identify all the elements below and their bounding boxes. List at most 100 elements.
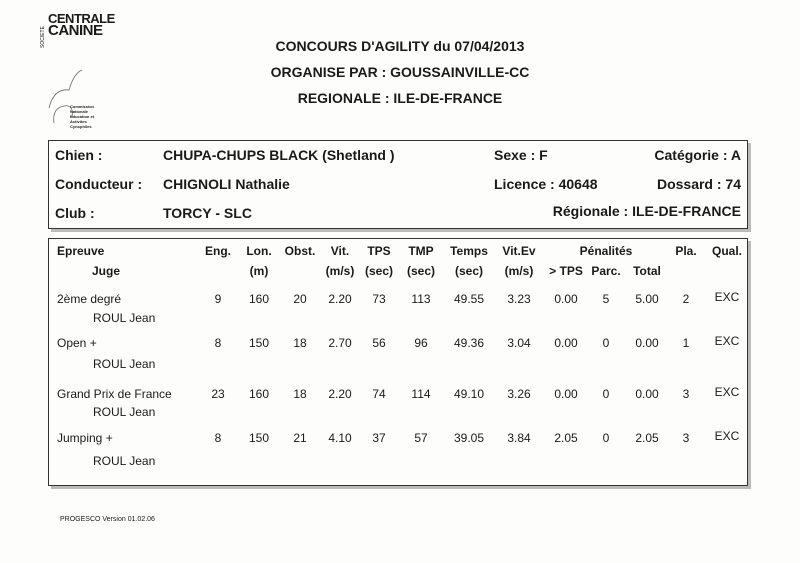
header-eng: Eng. [205, 244, 231, 258]
header-penalites: Pénalités [579, 244, 633, 258]
header-tmp-unit: (sec) [406, 264, 436, 278]
cell-pen_tps: 0.00 [554, 336, 578, 350]
cell-tmp: 114 [411, 387, 431, 401]
header-organiser: ORGANISE PAR : GOUSSAINVILLE-CC [270, 64, 530, 80]
header-pla: Pla. [675, 244, 697, 258]
cell-pla: 1 [682, 336, 690, 350]
header-vitev: Vit.Ev [502, 244, 536, 258]
cell-vitev: 3.84 [507, 431, 531, 445]
cell-pen_parc: 0 [602, 336, 610, 350]
cell-lon: 160 [248, 387, 270, 401]
licence: Licence : 40648 [494, 176, 598, 192]
header-qual: Qual. [711, 244, 743, 258]
cell-tmp: 113 [411, 292, 431, 306]
cell-vit: 4.10 [328, 431, 352, 445]
cell-pla: 3 [682, 431, 690, 445]
header-tps: TPS [367, 244, 391, 258]
cell-obst: 21 [293, 431, 307, 445]
cell-obst: 18 [293, 387, 307, 401]
header-tps-unit: (sec) [364, 264, 394, 278]
cell-qual: EXC [714, 385, 740, 399]
logo-bottom: CANINE [48, 22, 103, 39]
header-lon-unit: (m) [249, 264, 269, 278]
cell-tps: 73 [372, 292, 386, 306]
sexe: Sexe : F [494, 147, 548, 163]
cell-tps: 56 [372, 336, 386, 350]
club-value: TORCY - SLC [163, 205, 252, 221]
header-temps-unit: (sec) [454, 264, 484, 278]
cell-temps: 39.05 [453, 431, 485, 445]
cell-lon: 160 [248, 292, 270, 306]
cell-tps: 37 [372, 431, 386, 445]
cell-pla: 3 [682, 387, 690, 401]
header-pen_parc: Parc. [591, 264, 621, 278]
cell-juge: ROUL Jean [93, 311, 156, 325]
cell-lon: 150 [248, 336, 270, 350]
cell-eng: 9 [214, 292, 222, 306]
header-vitev-unit: (m/s) [504, 264, 534, 278]
cell-eng: 23 [211, 387, 225, 401]
cell-obst: 20 [293, 292, 307, 306]
cell-pen_tps: 2.05 [554, 431, 578, 445]
cell-juge: ROUL Jean [93, 454, 156, 468]
cell-qual: EXC [714, 334, 740, 348]
results-table [48, 238, 748, 486]
header-pen_tps: > TPS [549, 264, 583, 278]
club-label: Club : [55, 205, 95, 221]
chien-value: CHUPA-CHUPS BLACK (Shetland ) [163, 147, 395, 163]
chien-label: Chien : [55, 147, 103, 163]
cell-temps: 49.55 [453, 292, 485, 306]
header-pen_total: Total [633, 264, 661, 278]
cell-qual: EXC [714, 290, 740, 304]
cell-pen_tps: 0.00 [554, 387, 578, 401]
cell-vit: 2.70 [328, 336, 352, 350]
dossard: Dossard : 74 [656, 176, 741, 192]
cell-qual: EXC [714, 429, 740, 443]
header-epreuve: Epreuve [57, 244, 105, 258]
info-box [48, 140, 748, 229]
cell-pen_tps: 0.00 [554, 292, 578, 306]
header-regionale: REGIONALE : ILE-DE-FRANCE [297, 90, 503, 106]
cell-temps: 49.10 [453, 387, 485, 401]
cell-juge: ROUL Jean [93, 357, 156, 371]
cell-temps: 49.36 [453, 336, 485, 350]
cell-pen_parc: 0 [602, 387, 610, 401]
logo-caption: Commission Nationale Education et Activites… [70, 104, 95, 129]
cell-juge: ROUL Jean [93, 405, 156, 419]
cell-vitev: 3.04 [507, 336, 531, 350]
header-tmp: TMP [408, 244, 434, 258]
cell-eng: 8 [214, 336, 222, 350]
cell-vitev: 3.23 [507, 292, 531, 306]
header-title: CONCOURS D'AGILITY du 07/04/2013 [275, 38, 525, 54]
cell-epreuve: Grand Prix de France [57, 387, 172, 401]
cell-pen_parc: 0 [602, 431, 610, 445]
cell-epreuve: Open + [57, 336, 97, 350]
conducteur-label: Conducteur : [55, 176, 143, 192]
cell-tmp: 96 [414, 336, 428, 350]
cell-obst: 18 [293, 336, 307, 350]
header-obst: Obst. [284, 244, 316, 258]
cell-pen_total: 0.00 [635, 336, 659, 350]
cell-epreuve: Jumping + [57, 431, 113, 445]
dog-silhouette-icon [48, 69, 83, 124]
regionale: Régionale : ILE-DE-FRANCE [552, 203, 741, 219]
cell-vit: 2.20 [328, 387, 352, 401]
cell-vit: 2.20 [328, 292, 352, 306]
cell-vitev: 3.26 [507, 387, 531, 401]
header-lon: Lon. [246, 244, 272, 258]
cell-pen_total: 5.00 [635, 292, 659, 306]
footer-version: PROGESCO Version 01.02.06 [60, 516, 155, 523]
cell-pen_parc: 5 [602, 292, 610, 306]
cell-pla: 2 [682, 292, 690, 306]
header-vit: Vit. [330, 244, 350, 258]
header-temps: Temps [450, 244, 488, 258]
header-vit-unit: (m/s) [325, 264, 355, 278]
conducteur-value: CHIGNOLI Nathalie [163, 176, 290, 192]
categorie: Catégorie : A [654, 147, 741, 163]
cell-pen_total: 0.00 [635, 387, 659, 401]
header-juge: Juge [92, 264, 121, 278]
cell-tmp: 57 [414, 431, 428, 445]
logo-top: CENTRALE [48, 11, 115, 26]
cell-tps: 74 [372, 387, 386, 401]
